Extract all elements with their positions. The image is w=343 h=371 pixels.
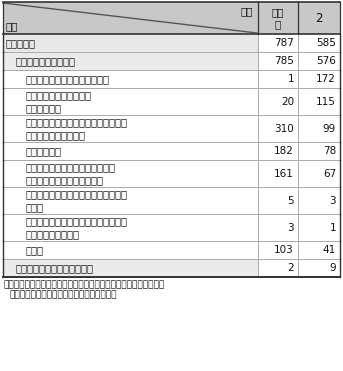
Bar bbox=[258, 142, 298, 160]
Text: 67: 67 bbox=[323, 168, 336, 178]
Bar bbox=[258, 259, 298, 277]
Text: インターネット上に流出・公開されて
いた識別符号を入手: インターネット上に流出・公開されて いた識別符号を入手 bbox=[25, 216, 127, 239]
Text: 人の識別符号を入力して不正に利用する行為: 人の識別符号を入力して不正に利用する行為 bbox=[10, 290, 118, 299]
Text: 注：アクセス制御されているサーバに、ネットワークを通じて、他: 注：アクセス制御されているサーバに、ネットワークを通じて、他 bbox=[3, 280, 164, 289]
Text: 161: 161 bbox=[274, 168, 294, 178]
Bar bbox=[3, 115, 258, 142]
Bar bbox=[258, 187, 298, 214]
Bar bbox=[298, 88, 340, 115]
Bar bbox=[3, 259, 258, 277]
Bar bbox=[298, 34, 340, 52]
Bar bbox=[258, 214, 298, 241]
Bar bbox=[3, 142, 258, 160]
Bar bbox=[258, 241, 298, 259]
Text: 利用権者のパスワードの設定・管理の
甘さにつけ込んで入手: 利用権者のパスワードの設定・管理の 甘さにつけ込んで入手 bbox=[25, 117, 127, 140]
Bar bbox=[3, 241, 258, 259]
Bar bbox=[258, 52, 298, 70]
Text: 識別符号を知り得る立場にあった
元従業員や知人等による犯行: 識別符号を知り得る立場にあった 元従業員や知人等による犯行 bbox=[25, 162, 115, 185]
Bar bbox=[298, 259, 340, 277]
Text: 310: 310 bbox=[274, 124, 294, 134]
Text: 年次: 年次 bbox=[240, 6, 253, 16]
Text: 3: 3 bbox=[329, 196, 336, 206]
Bar bbox=[258, 70, 298, 88]
Text: 3: 3 bbox=[287, 223, 294, 233]
Bar bbox=[298, 70, 340, 88]
Text: 合計（件）: 合計（件） bbox=[6, 38, 36, 48]
Text: 1: 1 bbox=[287, 74, 294, 84]
Text: 785: 785 bbox=[274, 56, 294, 66]
Text: 令和
元: 令和 元 bbox=[272, 7, 284, 29]
Bar bbox=[298, 187, 340, 214]
Text: 1: 1 bbox=[329, 223, 336, 233]
Text: 2: 2 bbox=[287, 263, 294, 273]
Bar bbox=[298, 2, 340, 34]
Text: 他人から入手: 他人から入手 bbox=[25, 146, 61, 156]
Text: その他: その他 bbox=[25, 245, 43, 255]
Text: 585: 585 bbox=[316, 38, 336, 48]
Bar bbox=[3, 2, 258, 34]
Bar bbox=[298, 241, 340, 259]
Text: 2: 2 bbox=[315, 12, 323, 24]
Text: 172: 172 bbox=[316, 74, 336, 84]
Text: セキュリティ・ホール攻撃型: セキュリティ・ホール攻撃型 bbox=[15, 263, 93, 273]
Bar bbox=[298, 214, 340, 241]
Text: 576: 576 bbox=[316, 56, 336, 66]
Bar bbox=[258, 88, 298, 115]
Text: フィッシングサイトにより入手: フィッシングサイトにより入手 bbox=[25, 74, 109, 84]
Bar bbox=[3, 52, 258, 70]
Bar bbox=[298, 52, 340, 70]
Text: スパイウェア等のプログラムを使用し
て入手: スパイウェア等のプログラムを使用し て入手 bbox=[25, 189, 127, 212]
Bar bbox=[258, 2, 298, 34]
Text: 5: 5 bbox=[287, 196, 294, 206]
Bar bbox=[298, 142, 340, 160]
Text: 115: 115 bbox=[316, 96, 336, 106]
Text: 20: 20 bbox=[281, 96, 294, 106]
Bar bbox=[3, 34, 258, 52]
Bar bbox=[258, 34, 298, 52]
Bar bbox=[298, 115, 340, 142]
Text: 103: 103 bbox=[274, 245, 294, 255]
Bar bbox=[3, 160, 258, 187]
Bar bbox=[298, 160, 340, 187]
Bar bbox=[3, 88, 258, 115]
Bar bbox=[258, 160, 298, 187]
Text: 識別符号窃用型（注）: 識別符号窃用型（注） bbox=[15, 56, 75, 66]
Text: 99: 99 bbox=[323, 124, 336, 134]
Text: 41: 41 bbox=[323, 245, 336, 255]
Bar bbox=[258, 115, 298, 142]
Text: 区分: 区分 bbox=[6, 21, 19, 31]
Text: 9: 9 bbox=[329, 263, 336, 273]
Bar bbox=[3, 70, 258, 88]
Bar bbox=[3, 187, 258, 214]
Text: 利用権者からの聴き出し
又はのぞき見: 利用権者からの聴き出し 又はのぞき見 bbox=[25, 90, 91, 113]
Bar bbox=[3, 214, 258, 241]
Text: 182: 182 bbox=[274, 146, 294, 156]
Text: 78: 78 bbox=[323, 146, 336, 156]
Text: 787: 787 bbox=[274, 38, 294, 48]
